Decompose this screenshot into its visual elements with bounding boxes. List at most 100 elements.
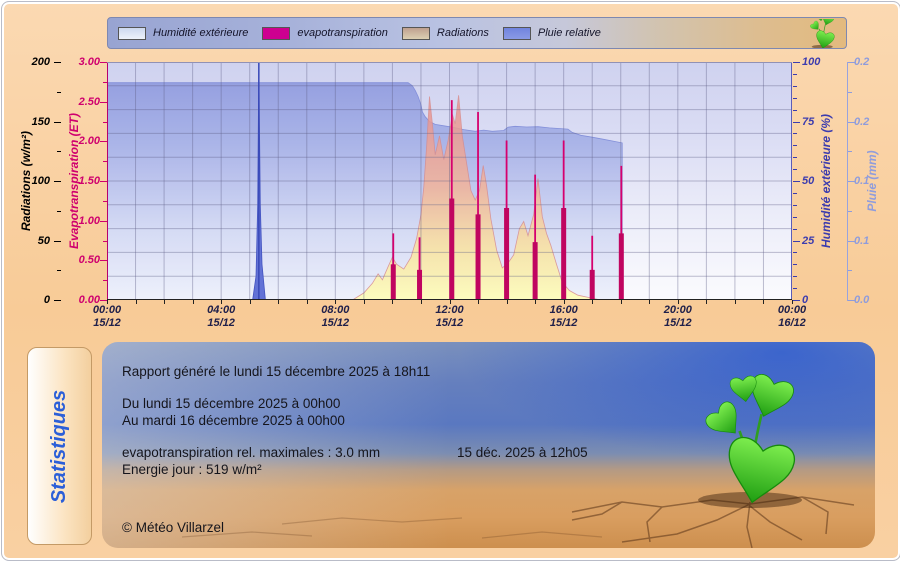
x-axis-tick <box>763 300 765 304</box>
x-axis-tick <box>792 300 793 304</box>
et-tick-label: 1.50 <box>78 175 100 187</box>
stats-et-max: evapotranspiration rel. maximales : 3.0 … <box>122 445 381 460</box>
statistics-tab-label: Statistiques <box>48 389 71 503</box>
humidity-tick-label: 50 <box>802 175 815 187</box>
radiations-tick-label: 50 <box>37 234 50 247</box>
et-axis-tick <box>103 240 107 242</box>
x-tick-time: 16:00 <box>549 304 578 316</box>
x-axis-tick <box>420 300 422 304</box>
et-axis-tick <box>100 141 107 143</box>
desert-plant-icon <box>803 19 843 48</box>
legend-item-radiations: Radiations <box>401 26 489 40</box>
humidity-axis-tick <box>793 264 797 266</box>
et-axis-tick <box>103 280 107 282</box>
x-axis-tick <box>677 300 679 304</box>
x-tick-time: 00:00 <box>777 304 807 316</box>
rain-tick-label: 0.1 <box>854 175 870 187</box>
radiations-axis-title: Radiations (w/m²) <box>19 131 33 232</box>
rain-axis-tick <box>848 210 852 212</box>
rain-tick-label: 0.0 <box>854 294 870 306</box>
legend-item-evapotranspiration: evapotranspiration <box>262 26 388 40</box>
chart-legend-bar: Humidité extérieure evapotranspiration R… <box>107 17 847 49</box>
humidity-axis-tick <box>793 73 797 75</box>
x-axis-tick <box>192 300 194 304</box>
x-axis-tick <box>706 300 708 304</box>
humidity-axis-tick <box>793 252 797 254</box>
radiations-tick-label: 100 <box>31 175 50 187</box>
legend-label-humidity: Humidité extérieure <box>153 27 249 39</box>
x-axis-tick <box>563 300 565 304</box>
et-axis-tick <box>100 300 107 301</box>
humidity-axis-tick <box>793 216 797 218</box>
et-axis-title: Evapotranspiration (ET) <box>67 113 81 250</box>
x-axis-tick <box>135 300 137 304</box>
humidity-axis-tick <box>793 192 797 194</box>
radiations-swatch-icon <box>401 26 430 40</box>
x-tick-date: 15/12 <box>207 317 235 329</box>
x-axis-tick <box>221 300 223 304</box>
humidity-swatch-icon <box>118 26 146 40</box>
x-tick-date: 15/12 <box>549 317 578 329</box>
rain-axis-tick <box>848 121 855 123</box>
legend-label-radiations: Radiations <box>436 27 489 39</box>
et-axis-tick <box>103 81 107 83</box>
desert-plant-image <box>181 342 855 548</box>
legend-item-rain: Pluie relative <box>502 26 601 40</box>
humidity-axis-tick <box>793 133 797 135</box>
radiations-tick-label: 200 <box>31 56 50 68</box>
legend-item-humidity: Humidité extérieure <box>118 26 249 40</box>
humidity-axis-tick <box>793 181 800 182</box>
stats-generated: Rapport généré le lundi 15 décembre 2025… <box>122 364 431 379</box>
et-axis-tick <box>100 181 107 182</box>
rain-axis-title: Pluie (mm) <box>865 150 879 212</box>
x-tick-date: 15/12 <box>435 317 464 329</box>
x-axis-tick <box>506 300 508 304</box>
et-axis-tick <box>103 121 107 123</box>
et-axis-tick <box>100 101 107 103</box>
radiations-axis-tick <box>57 151 61 153</box>
humidity-axis-tick <box>793 145 797 147</box>
humidity-tick-label: 75 <box>802 115 815 128</box>
x-axis-tick <box>449 300 451 304</box>
x-axis-tick <box>620 300 622 304</box>
et-axis-tick <box>100 260 107 262</box>
evapotranspiration-swatch-icon <box>262 26 291 40</box>
rain-axis-tick <box>848 240 855 242</box>
radiations-axis-tick <box>54 62 61 63</box>
humidity-axis-tick <box>793 228 797 230</box>
stats-energy: Energie jour : 519 w/m² <box>122 462 262 477</box>
et-axis-tick <box>100 62 107 63</box>
humidity-axis-tick <box>793 204 797 206</box>
humidity-axis-tick <box>793 62 800 63</box>
rain-axis-tick <box>848 151 852 153</box>
x-axis-tick <box>392 300 394 304</box>
et-tick-label: 1.00 <box>78 214 100 227</box>
rain-axis-tick <box>848 62 855 63</box>
stats-period-from: Du lundi 15 décembre 2025 à 00h00 <box>122 396 341 411</box>
x-axis-tick <box>306 300 308 304</box>
radiations-axis-tick <box>57 270 61 272</box>
x-tick-date: 15/12 <box>93 317 121 329</box>
legend-label-rain: Pluie relative <box>537 27 601 39</box>
x-axis-tick <box>363 300 365 304</box>
x-axis-tick <box>478 300 480 304</box>
radiations-axis-tick <box>57 91 61 93</box>
humidity-axis-tick <box>793 85 797 87</box>
radiations-axis-tick <box>54 121 61 123</box>
chart-canvas <box>106 61 792 301</box>
rain-swatch-icon <box>502 26 531 40</box>
humidity-axis-tick <box>793 121 800 123</box>
stats-copyright: © Météo Villarzel <box>122 520 224 535</box>
legend-label-evapotranspiration: evapotranspiration <box>297 27 388 39</box>
radiations-tick-label: 0 <box>43 294 50 306</box>
rain-axis-tick <box>848 91 852 93</box>
rain-axis-tick <box>848 300 855 301</box>
radiations-axis-tick <box>54 181 61 182</box>
et-tick-label: 2.50 <box>78 95 100 108</box>
et-axis-tick <box>103 200 107 202</box>
humidity-axis-title: Humidité extérieure (%) <box>819 113 833 249</box>
chart-plot-area <box>106 61 792 301</box>
humidity-tick-label: 0 <box>802 294 809 306</box>
humidity-axis-tick <box>793 288 797 290</box>
